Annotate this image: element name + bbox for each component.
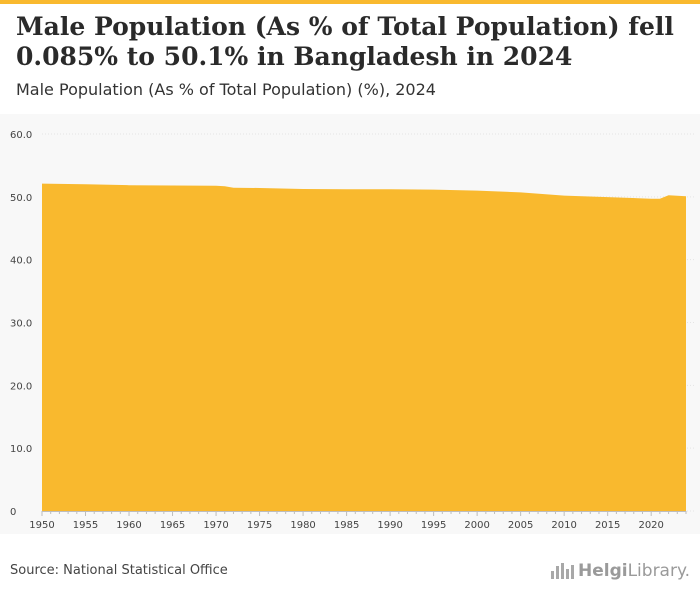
x-tick-label: 1955: [73, 520, 98, 531]
y-tick-label: 30.0: [10, 319, 32, 330]
x-tick-label: 1995: [421, 520, 446, 531]
library-logo-icon: [550, 563, 574, 579]
x-tick-label: 1965: [160, 520, 185, 531]
source-note: Source: National Statistical Office: [10, 563, 228, 578]
x-tick-label: 2005: [508, 520, 533, 531]
x-tick-label: 2000: [464, 520, 489, 531]
x-tick-label: 1960: [116, 520, 141, 531]
x-tick-label: 1975: [247, 520, 272, 531]
helgi-library-logo[interactable]: HelgiLibrary.: [550, 561, 690, 581]
y-tick-label: 20.0: [10, 381, 32, 392]
x-tick-label: 2020: [638, 520, 663, 531]
x-tick-label: 1970: [203, 520, 228, 531]
chart-subtitle: Male Population (As % of Total Populatio…: [16, 80, 436, 99]
top-accent-bar: [0, 0, 700, 4]
logo-text: HelgiLibrary.: [577, 561, 690, 581]
y-tick-label: 50.0: [10, 193, 32, 204]
x-tick-label: 1990: [377, 520, 402, 531]
area-series-fill: [42, 183, 686, 511]
x-tick-label: 1980: [290, 520, 315, 531]
x-tick-label: 2015: [595, 520, 620, 531]
x-tick-label: 1985: [334, 520, 359, 531]
y-tick-label: 60.0: [10, 130, 32, 141]
y-tick-label: 0: [10, 507, 16, 518]
y-tick-label: 40.0: [10, 256, 32, 267]
chart-title: Male Population (As % of Total Populatio…: [16, 12, 674, 71]
x-tick-label: 2010: [551, 520, 576, 531]
y-tick-label: 10.0: [10, 444, 32, 455]
x-tick-label: 1950: [29, 520, 54, 531]
